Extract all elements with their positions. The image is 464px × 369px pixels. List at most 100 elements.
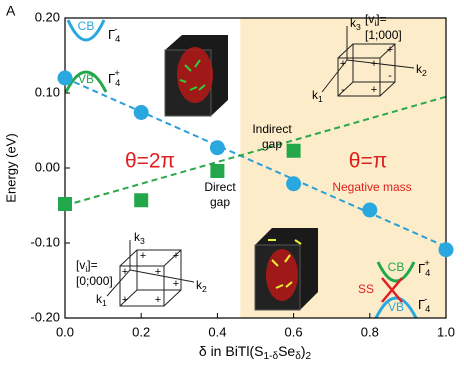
point bbox=[134, 193, 149, 208]
annotation: k3 bbox=[134, 230, 145, 246]
cube-sign: + bbox=[371, 84, 377, 96]
text-part: 4 bbox=[425, 304, 430, 314]
text-part: k bbox=[312, 88, 319, 102]
text-part: k bbox=[196, 278, 203, 292]
text-part: 3 bbox=[140, 236, 145, 246]
annotation: Direct bbox=[204, 180, 236, 194]
text-part: 4 bbox=[115, 78, 120, 88]
annotation: CB bbox=[388, 260, 405, 274]
cube-sign: + bbox=[173, 250, 179, 262]
text-part: 4 bbox=[425, 268, 430, 278]
y-tick-label: 0.00 bbox=[35, 159, 60, 174]
insets bbox=[64, 19, 418, 319]
text-part: 3 bbox=[356, 22, 361, 32]
point bbox=[57, 70, 73, 86]
text-part: - bbox=[114, 24, 117, 34]
annotation: [vi]= bbox=[365, 12, 387, 28]
annotation: CB bbox=[78, 19, 95, 33]
cube-top bbox=[321, 26, 415, 97]
annotation: k2 bbox=[416, 62, 427, 78]
point bbox=[286, 143, 301, 158]
annotation: [1;000] bbox=[365, 28, 402, 42]
cube-sign: - bbox=[341, 84, 345, 96]
annotation: Negative mass bbox=[332, 180, 411, 194]
annotation: [0;000] bbox=[76, 274, 113, 288]
annotation: k1 bbox=[96, 292, 107, 308]
cube-bottom bbox=[106, 240, 195, 307]
annotation: θ=2π bbox=[125, 150, 175, 173]
text-part: + bbox=[114, 68, 119, 78]
plot: 0.0 0.2 0.4 0.6 0.8 1.0 -0.20 -0.10 0.00 0.10 0.20… bbox=[3, 3, 455, 362]
text-part: δ bbox=[295, 351, 301, 362]
annotation: Γ4- bbox=[108, 24, 120, 44]
annotation: [vi]= bbox=[76, 258, 98, 274]
cube-sign: - bbox=[388, 70, 392, 82]
crystal-bottom bbox=[254, 228, 318, 311]
annotation: gap bbox=[262, 137, 282, 151]
text-part: ]= bbox=[87, 258, 97, 272]
y-tick-label: 0.10 bbox=[35, 84, 60, 99]
vb-band bbox=[374, 296, 418, 319]
x-tick-label: 0.0 bbox=[56, 324, 74, 339]
text-part: + bbox=[424, 258, 429, 268]
y-tick-label: -0.20 bbox=[30, 309, 60, 324]
cube-sign: + bbox=[140, 250, 146, 262]
cube-sign: + bbox=[155, 266, 161, 278]
annotation: A bbox=[6, 3, 16, 19]
text-part: Se bbox=[278, 343, 295, 359]
text-part: 1-δ bbox=[263, 351, 278, 362]
text-part: δ in BiTl(S bbox=[199, 343, 264, 359]
text-part: k bbox=[134, 230, 141, 244]
cube-sign: + bbox=[387, 44, 393, 56]
cb-band bbox=[66, 19, 106, 42]
cube-sign: + bbox=[371, 58, 377, 70]
text-part: Γ bbox=[418, 297, 425, 312]
point bbox=[286, 176, 302, 192]
y-axis-label: Energy (eV) bbox=[3, 133, 18, 202]
x-tick-label: 1.0 bbox=[437, 324, 455, 339]
cube-sign: + bbox=[173, 278, 179, 290]
x-tick-label: 0.4 bbox=[208, 324, 226, 339]
point bbox=[210, 164, 225, 178]
text-part: [v bbox=[365, 12, 374, 26]
text-part: i bbox=[85, 264, 87, 274]
x-tick-label: 0.6 bbox=[285, 324, 303, 339]
annotation: θ=π bbox=[349, 150, 387, 173]
text-part: 2 bbox=[422, 68, 427, 78]
annotation: k2 bbox=[196, 278, 207, 294]
x-tick-label: 0.8 bbox=[361, 324, 379, 339]
annotation: k1 bbox=[312, 88, 323, 104]
text-part: Γ bbox=[108, 71, 115, 86]
text-part: ]= bbox=[376, 12, 386, 26]
y-tick-label: 0.20 bbox=[35, 9, 60, 24]
text-part: 1 bbox=[318, 94, 323, 104]
point bbox=[438, 242, 454, 258]
vb-band bbox=[64, 70, 108, 93]
x-tick-label: 0.2 bbox=[132, 324, 150, 339]
cube-sign: + bbox=[340, 58, 346, 70]
text-part: [v bbox=[76, 258, 85, 272]
text-part: Γ bbox=[108, 27, 115, 42]
point bbox=[133, 105, 149, 120]
text-part: 2 bbox=[305, 351, 311, 362]
annotation: Γ4+ bbox=[418, 258, 430, 278]
text-part: 4 bbox=[115, 34, 120, 44]
annotation: Γ4- bbox=[418, 294, 430, 314]
text-part: i bbox=[374, 18, 376, 28]
text-part: k bbox=[350, 16, 357, 30]
text-part: k bbox=[96, 292, 103, 306]
text-part: 1 bbox=[102, 298, 107, 308]
text-part: 2 bbox=[202, 284, 207, 294]
fit-line bbox=[64, 95, 447, 207]
annotation: VB bbox=[388, 300, 404, 314]
text-part: - bbox=[424, 294, 427, 304]
annotation: VB bbox=[78, 72, 94, 86]
text-part: k bbox=[416, 62, 423, 76]
text-part: ) bbox=[301, 343, 306, 359]
annotation: SS bbox=[358, 282, 374, 296]
cube-sign: + bbox=[155, 294, 161, 306]
text-part: Γ bbox=[418, 261, 425, 276]
point bbox=[362, 202, 378, 218]
point bbox=[58, 197, 72, 211]
